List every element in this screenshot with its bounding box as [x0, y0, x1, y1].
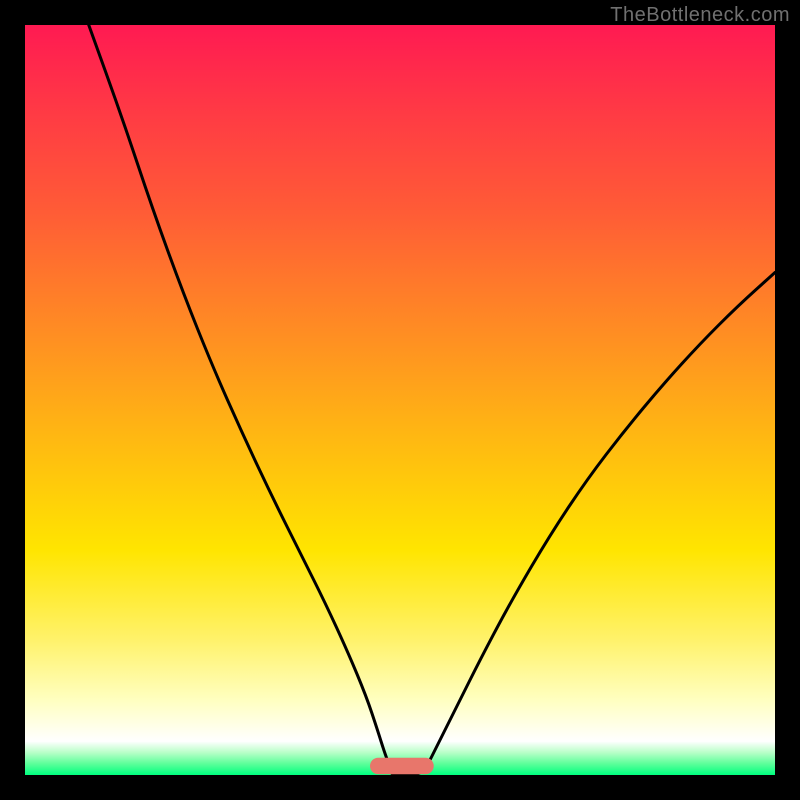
chart-background	[25, 25, 775, 775]
bottleneck-chart	[25, 25, 775, 775]
watermark-text: TheBottleneck.com	[610, 4, 790, 27]
optimum-marker	[370, 758, 434, 775]
